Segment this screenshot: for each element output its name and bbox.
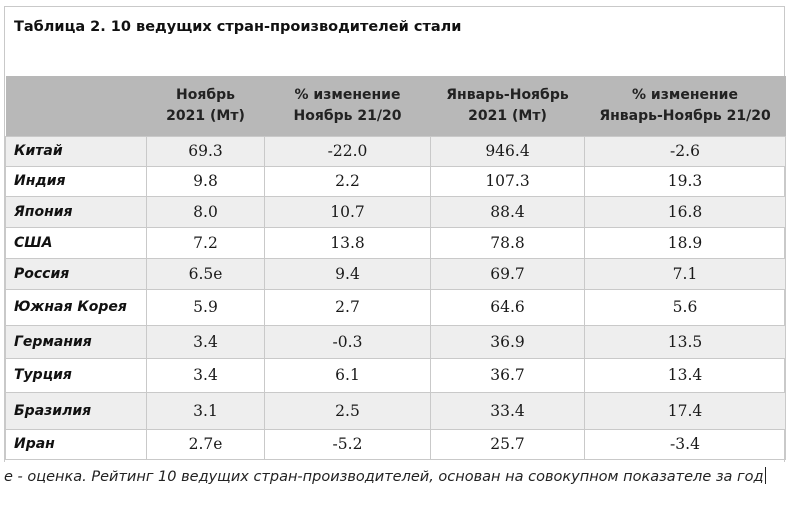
table-row: Турция 3.4 6.1 36.7 13.4 [5,357,786,393]
header-line: Ноябрь 21/20 [293,107,402,124]
country-cell: Южная Корея [5,288,147,326]
value-cell: 19.3 [584,165,786,197]
value-cell: -5.2 [264,428,431,460]
value-cell: 6.5e [146,257,265,290]
table-row: Индия 9.8 2.2 107.3 19.3 [5,165,786,197]
country-cell: США [5,226,147,259]
header-line: Январь-Ноябрь 21/20 [599,107,771,124]
value-cell: 33.4 [430,391,585,430]
value-cell: 69.7 [430,257,585,290]
table-row: Япония 8.0 10.7 88.4 16.8 [5,195,786,228]
value-cell: 3.4 [146,324,265,359]
value-cell: 17.4 [584,391,786,430]
footnote: е - оценка. Рейтинг 10 ведущих стран-про… [4,466,774,488]
country-cell: Бразилия [5,391,147,430]
table-body: Китай 69.3 -22.0 946.4 -2.6 Индия 9.8 2.2 107.3 1… [5,135,786,460]
value-cell: -3.4 [584,428,786,460]
country-cell: Япония [5,195,147,228]
value-cell: 10.7 [264,195,431,228]
value-cell: 3.4 [146,357,265,393]
value-cell: -0.3 [264,324,431,359]
header-november: Ноябрь 2021 (Мт) [146,76,265,136]
value-cell: 13.5 [584,324,786,359]
country-cell: Россия [5,257,147,290]
value-cell: 16.8 [584,195,786,228]
header-line: % изменение [294,86,401,103]
table-row: США 7.2 13.8 78.8 18.9 [5,226,786,259]
country-cell: Иран [5,428,147,460]
value-cell: 9.8 [146,165,265,197]
header-november-change: % изменение Ноябрь 21/20 [264,76,431,136]
value-cell: 5.6 [584,288,786,326]
value-cell: 25.7 [430,428,585,460]
value-cell: 9.4 [264,257,431,290]
value-cell: -2.6 [584,135,786,167]
value-cell: 946.4 [430,135,585,167]
header-line: Январь-Ноябрь [446,86,569,103]
value-cell: 13.4 [584,357,786,393]
value-cell: 2.5 [264,391,431,430]
table-row: Бразилия 3.1 2.5 33.4 17.4 [5,391,786,430]
value-cell: 7.1 [584,257,786,290]
country-cell: Китай [5,135,147,167]
header-line: Ноябрь [176,86,235,103]
table-title: Таблица 2. 10 ведущих стран-производител… [14,19,462,35]
table-row: Южная Корея 5.9 2.7 64.6 5.6 [5,288,786,326]
table-row: Германия 3.4 -0.3 36.9 13.5 [5,324,786,359]
value-cell: 69.3 [146,135,265,167]
header-line: 2021 (Мт) [468,107,547,124]
table-row: Китай 69.3 -22.0 946.4 -2.6 [5,135,786,167]
header-line: % изменение [632,86,738,103]
value-cell: 18.9 [584,226,786,259]
header-ytd-change: % изменение Январь-Ноябрь 21/20 [584,76,786,136]
table-row: Иран 2.7e -5.2 25.7 -3.4 [5,428,786,460]
value-cell: 5.9 [146,288,265,326]
value-cell: 7.2 [146,226,265,259]
header-ytd: Январь-Ноябрь 2021 (Мт) [430,76,585,136]
value-cell: 2.7e [146,428,265,460]
value-cell: 6.1 [264,357,431,393]
value-cell: 36.9 [430,324,585,359]
value-cell: 2.7 [264,288,431,326]
table-header: Ноябрь 2021 (Мт) % изменение Ноябрь 21/2… [5,76,786,136]
value-cell: -22.0 [264,135,431,167]
value-cell: 2.2 [264,165,431,197]
header-country [5,76,147,136]
country-cell: Индия [5,165,147,197]
table-row: Россия 6.5e 9.4 69.7 7.1 [5,257,786,290]
value-cell: 78.8 [430,226,585,259]
value-cell: 8.0 [146,195,265,228]
value-cell: 3.1 [146,391,265,430]
value-cell: 107.3 [430,165,585,197]
footnote-text: е - оценка. Рейтинг 10 ведущих стран-про… [4,469,764,485]
text-cursor [764,467,766,484]
value-cell: 64.6 [430,288,585,326]
value-cell: 13.8 [264,226,431,259]
steel-producers-table: Ноябрь 2021 (Мт) % изменение Ноябрь 21/2… [5,76,786,460]
header-line: 2021 (Мт) [166,107,245,124]
country-cell: Германия [5,324,147,359]
country-cell: Турция [5,357,147,393]
value-cell: 88.4 [430,195,585,228]
value-cell: 36.7 [430,357,585,393]
